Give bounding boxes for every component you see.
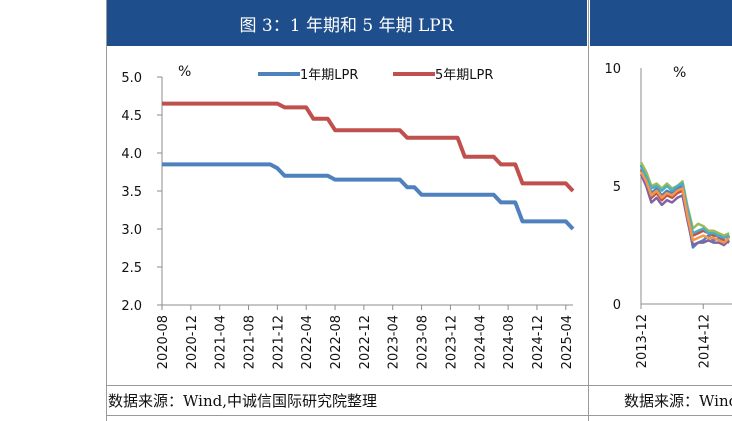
left-x-tick-label: 2023-04 <box>387 315 402 369</box>
left-x-tick-label: 2022-04 <box>300 315 315 369</box>
left-x-tick-label: 2021-12 <box>271 315 286 369</box>
charts-canvas: 2.0 2.5 3.0 3.5 4.0 4.5 5.0 2020-08 2020-12 2021-… <box>121 62 732 369</box>
left-panel-border <box>106 0 107 421</box>
left-x-tick-label: 2023-08 <box>416 315 431 369</box>
series-line-1y-lpr <box>162 162 575 231</box>
left-x-tick-label: 2023-12 <box>444 315 459 369</box>
right-chart-title <box>590 0 732 46</box>
left-y-tick-label: 3.0 <box>121 223 142 238</box>
left-x-tick-label: 2025-04 <box>560 315 575 369</box>
right-y-tick-label: 10 <box>604 62 621 77</box>
left-x-tick-label: 2022-08 <box>329 315 344 369</box>
right-y-tick-label: 0 <box>613 298 621 313</box>
left-x-tick-label: 2021-04 <box>214 315 229 369</box>
panel-divider <box>588 0 589 421</box>
left-y-tick-label: 5.0 <box>121 71 142 86</box>
left-data-source: 数据来源：Wind,中诚信国际研究院整理 <box>108 392 377 410</box>
right-x-tick-label: 2013-12 <box>635 314 650 368</box>
left-x-tick-label: 2024-04 <box>473 315 488 369</box>
left-y-tick-label: 2.5 <box>121 261 142 276</box>
right-data-source: 数据来源：Wind,中诚信国际研究院整理 <box>624 392 732 410</box>
right-series-line <box>639 171 731 244</box>
left-y-tick-label: 2.0 <box>121 299 142 314</box>
left-x-tick-label: 2021-08 <box>243 315 258 369</box>
legend-label: 1年期LPR <box>300 68 358 83</box>
left-x-tick-label: 2022-12 <box>358 315 373 369</box>
source-bottom-rule <box>106 415 732 416</box>
left-x-tick-label: 2020-12 <box>185 315 200 369</box>
series-line-5y-lpr <box>162 101 575 193</box>
right-unit-label: % <box>673 65 686 81</box>
left-x-tick-label: 2020-08 <box>156 315 171 369</box>
left-chart-title: 图 3：1 年期和 5 年期 LPR <box>106 0 587 46</box>
left-y-tick-label: 4.5 <box>121 109 142 124</box>
left-y-tick-label: 3.5 <box>121 185 142 200</box>
left-x-tick-label: 2024-12 <box>531 315 546 369</box>
right-x-tick-label: 2014-12 <box>697 314 712 368</box>
left-x-tick-label: 2024-08 <box>502 315 517 369</box>
source-top-rule <box>106 385 732 386</box>
left-unit-label: % <box>178 64 191 80</box>
legend-label: 5年期LPR <box>435 68 493 83</box>
left-y-tick-label: 4.0 <box>121 147 142 162</box>
right-y-tick-label: 5 <box>613 180 621 195</box>
